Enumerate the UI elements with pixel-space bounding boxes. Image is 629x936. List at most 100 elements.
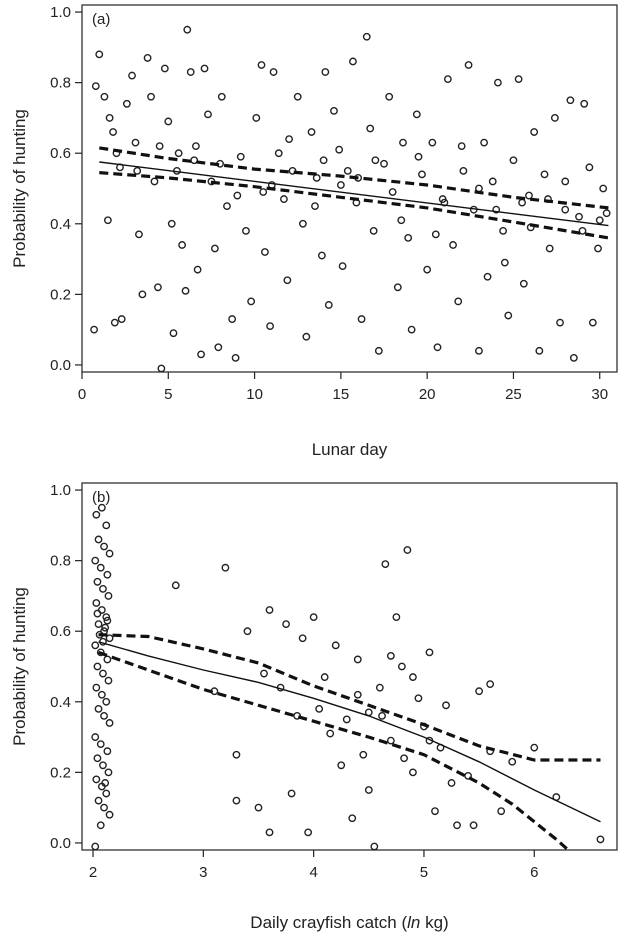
data-point bbox=[409, 673, 417, 681]
data-point bbox=[338, 262, 347, 271]
y-tick-label: 0.4 bbox=[50, 216, 71, 233]
data-point bbox=[167, 219, 176, 228]
data-point bbox=[102, 613, 111, 621]
data-point bbox=[102, 521, 111, 530]
plot-frame bbox=[81, 482, 618, 851]
data-point bbox=[342, 715, 351, 724]
data-point bbox=[183, 25, 192, 34]
data-point bbox=[378, 712, 386, 720]
data-point bbox=[480, 138, 489, 147]
data-point bbox=[92, 599, 101, 607]
data-point bbox=[99, 761, 107, 770]
data-point bbox=[454, 297, 463, 306]
data-point bbox=[392, 613, 401, 621]
data-point bbox=[393, 283, 402, 292]
data-point bbox=[252, 114, 261, 122]
data-point bbox=[349, 57, 357, 66]
y-tick-label: 0.0 bbox=[50, 357, 71, 374]
data-point bbox=[147, 92, 155, 101]
data-point bbox=[307, 128, 316, 136]
data-point bbox=[105, 549, 114, 558]
data-point bbox=[500, 258, 509, 267]
data-point bbox=[143, 54, 152, 62]
data-point bbox=[280, 195, 288, 203]
data-point bbox=[94, 535, 103, 544]
data-point bbox=[231, 353, 240, 362]
data-point bbox=[370, 842, 379, 851]
data-point bbox=[103, 616, 112, 625]
data-point bbox=[109, 128, 117, 136]
data-point bbox=[269, 68, 278, 76]
data-point bbox=[596, 835, 605, 844]
data-point bbox=[399, 138, 407, 147]
data-point bbox=[428, 138, 437, 147]
data-point bbox=[397, 216, 406, 225]
data-point bbox=[588, 318, 597, 327]
data-point bbox=[110, 318, 119, 327]
data-point bbox=[223, 202, 231, 211]
data-point bbox=[371, 156, 380, 165]
data-point bbox=[403, 546, 412, 554]
data-point bbox=[103, 570, 112, 579]
data-point bbox=[243, 627, 252, 636]
data-point bbox=[540, 170, 549, 179]
data-point bbox=[414, 152, 423, 161]
data-point bbox=[100, 712, 108, 720]
data-point bbox=[197, 350, 205, 359]
data-point bbox=[335, 145, 344, 154]
data-point bbox=[178, 241, 186, 249]
y-tick-label: 0.6 bbox=[50, 623, 71, 640]
data-point bbox=[95, 50, 104, 59]
data-point bbox=[483, 272, 492, 281]
data-point bbox=[105, 634, 114, 643]
data-point bbox=[561, 177, 570, 186]
data-point bbox=[298, 634, 307, 643]
y-tick-label: 1.0 bbox=[50, 482, 71, 499]
data-point bbox=[331, 641, 340, 650]
data-point bbox=[117, 315, 126, 323]
data-point bbox=[457, 142, 466, 151]
ci-lower-line bbox=[99, 171, 609, 240]
data-point bbox=[200, 64, 209, 73]
x-tick-label: 0 bbox=[78, 386, 86, 403]
y-tick-label: 0.2 bbox=[50, 764, 71, 781]
data-point bbox=[104, 592, 113, 600]
data-point bbox=[100, 92, 109, 101]
data-point bbox=[404, 234, 413, 242]
data-point bbox=[380, 159, 388, 168]
x-tick-label: 5 bbox=[420, 864, 428, 881]
data-point bbox=[386, 736, 395, 745]
data-point bbox=[217, 92, 226, 101]
x-tick-label: 6 bbox=[530, 864, 538, 881]
data-point bbox=[155, 142, 164, 151]
data-point bbox=[311, 202, 319, 211]
data-point bbox=[475, 687, 484, 696]
data-point bbox=[91, 733, 100, 741]
data-point bbox=[93, 609, 102, 618]
data-point bbox=[105, 719, 114, 727]
ci-upper-line bbox=[98, 633, 601, 762]
data-point bbox=[266, 322, 275, 331]
data-point bbox=[535, 346, 544, 355]
data-point bbox=[525, 191, 533, 200]
data-point bbox=[94, 704, 103, 713]
data-point bbox=[443, 75, 452, 84]
data-point bbox=[431, 807, 439, 816]
panel-label: (b) bbox=[92, 489, 110, 506]
data-point bbox=[374, 346, 383, 355]
x-tick-label: 5 bbox=[164, 386, 172, 403]
data-point bbox=[91, 82, 100, 91]
data-point bbox=[357, 315, 366, 323]
data-point bbox=[122, 99, 131, 108]
y-tick-label: 1.0 bbox=[50, 4, 71, 21]
data-point bbox=[135, 230, 143, 239]
data-point bbox=[431, 230, 440, 239]
data-point bbox=[418, 170, 426, 179]
data-point bbox=[164, 117, 173, 126]
data-point bbox=[102, 789, 111, 798]
data-point bbox=[381, 560, 390, 569]
data-point bbox=[233, 191, 242, 200]
data-point bbox=[150, 177, 159, 186]
x-tick-label: 15 bbox=[333, 386, 350, 403]
y-tick-label: 0.8 bbox=[50, 553, 71, 570]
